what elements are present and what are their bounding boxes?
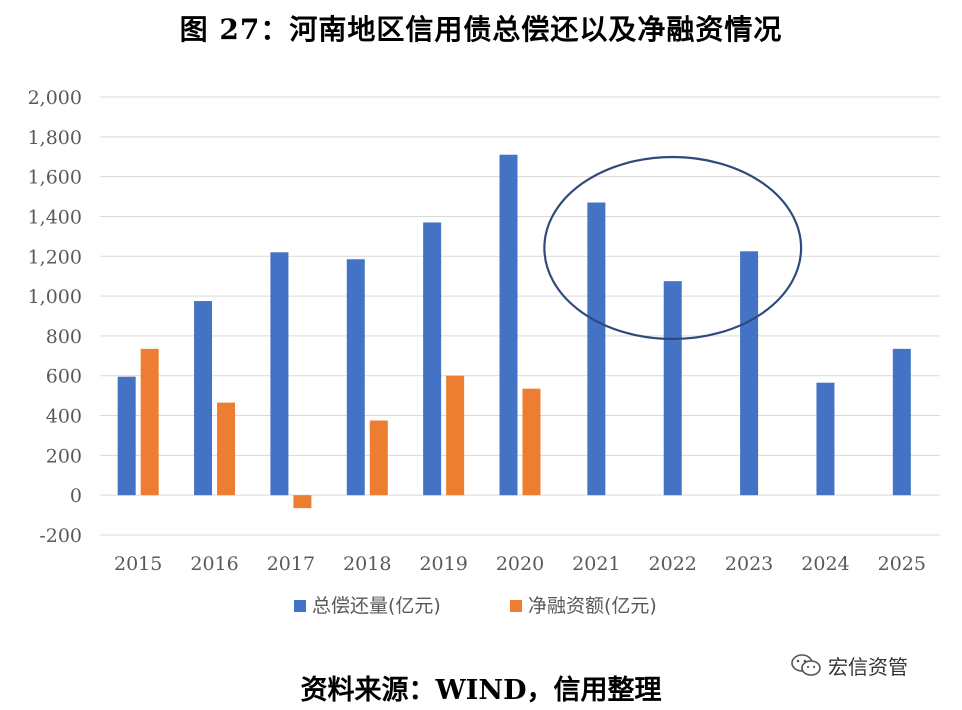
chart-title: 图 27：河南地区信用债总偿还以及净融资情况 bbox=[179, 13, 783, 46]
y-tick-label: -200 bbox=[39, 525, 82, 547]
x-tick-label: 2020 bbox=[496, 553, 544, 575]
bar-net-financing-2020 bbox=[522, 388, 541, 496]
bar-repayment-2017 bbox=[270, 252, 289, 496]
bar-repayment-2023 bbox=[740, 251, 759, 496]
y-tick-label: 1,600 bbox=[28, 167, 82, 189]
x-tick-label: 2015 bbox=[114, 553, 162, 575]
bar-repayment-2019 bbox=[423, 222, 442, 496]
watermark-text: 宏信资管 bbox=[828, 654, 908, 679]
y-tick-label: 1,400 bbox=[28, 206, 82, 228]
x-tick-label: 2019 bbox=[419, 553, 467, 575]
bar-repayment-2016 bbox=[194, 301, 213, 496]
y-tick-label: 1,200 bbox=[28, 246, 82, 268]
legend: 总偿还量(亿元) 净融资额(亿元) bbox=[294, 595, 657, 617]
bar-repayment-2021 bbox=[587, 202, 606, 496]
bar-net-financing-2017 bbox=[293, 495, 312, 509]
y-tick-label: 0 bbox=[70, 485, 82, 507]
x-tick-label: 2021 bbox=[572, 553, 620, 575]
source-note: 资料来源：WIND，信用整理 bbox=[300, 675, 662, 706]
y-tick-label: 1,000 bbox=[28, 286, 82, 308]
annotations bbox=[543, 155, 803, 341]
legend-swatch bbox=[294, 600, 306, 612]
highlight-ellipse bbox=[543, 155, 803, 341]
y-tick-label: 400 bbox=[46, 406, 82, 428]
bar-repayment-2025 bbox=[892, 348, 911, 496]
x-axis-ticks: 2015 2016 2017 2018 2019 2020 2021 2022 2023 2024… bbox=[114, 553, 926, 575]
legend-label: 总偿还量(亿元) bbox=[312, 595, 441, 617]
y-tick-label: 800 bbox=[46, 326, 82, 348]
y-tick-label: 2,000 bbox=[28, 87, 82, 109]
x-tick-label: 2018 bbox=[343, 553, 391, 575]
bar-repayment-2020 bbox=[499, 154, 518, 496]
gridlines bbox=[100, 96, 940, 536]
bar-repayment-2024 bbox=[816, 382, 835, 496]
legend-label: 净融资额(亿元) bbox=[528, 595, 657, 617]
wechat-icon bbox=[791, 654, 821, 676]
legend-swatch bbox=[510, 600, 522, 612]
y-tick-label: 200 bbox=[46, 445, 82, 467]
bar-net-financing-2019 bbox=[446, 375, 465, 496]
bar-net-financing-2018 bbox=[369, 420, 388, 496]
x-tick-label: 2024 bbox=[801, 553, 849, 575]
bar-net-financing-2016 bbox=[217, 402, 236, 496]
bar-repayment-2022 bbox=[663, 281, 682, 496]
bar-net-financing-2015 bbox=[140, 348, 159, 496]
x-tick-label: 2016 bbox=[190, 553, 238, 575]
x-tick-label: 2025 bbox=[878, 553, 926, 575]
watermark: 宏信资管 bbox=[790, 650, 908, 680]
bar-chart: -200 0 200 400 600 800 1,000 1,200 1,400 1,600 1,8… bbox=[28, 87, 940, 617]
bar-repayment-2018 bbox=[346, 259, 365, 496]
x-tick-label: 2023 bbox=[725, 553, 773, 575]
y-axis-ticks: -200 0 200 400 600 800 1,000 1,200 1,400 1,600 1,8… bbox=[28, 87, 82, 547]
bar-repayment-2015 bbox=[117, 376, 136, 496]
y-tick-label: 600 bbox=[46, 366, 82, 388]
y-tick-label: 1,800 bbox=[28, 127, 82, 149]
x-tick-label: 2022 bbox=[649, 553, 697, 575]
bars bbox=[117, 154, 911, 509]
x-tick-label: 2017 bbox=[267, 553, 315, 575]
